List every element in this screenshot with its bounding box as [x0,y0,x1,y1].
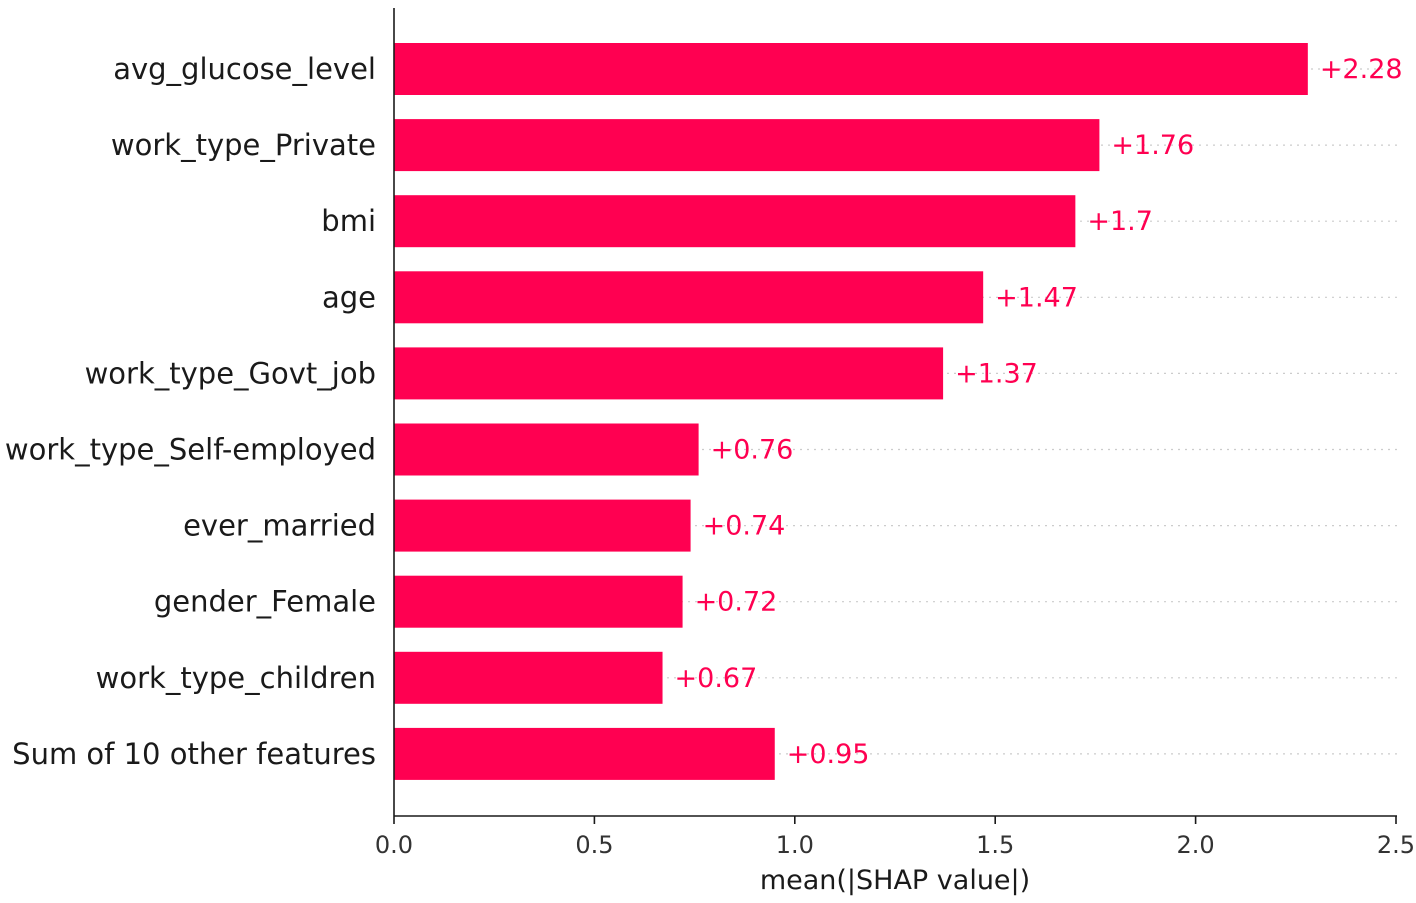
feature-label: work_type_Private [111,128,376,162]
value-label: +0.72 [695,587,778,618]
value-label: +0.76 [711,435,794,466]
feature-label: Sum of 10 other features [12,737,376,771]
feature-label: age [322,280,376,314]
feature-label: work_type_Govt_job [85,356,376,390]
bar [394,271,984,324]
feature-label: work_type_children [96,661,376,695]
feature-label: avg_glucose_level [113,52,376,86]
bars-layer [394,43,1308,780]
bar [394,423,699,476]
x-tick-label: 2.0 [1177,831,1215,859]
bar [394,119,1100,172]
x-axis: 0.0 0.5 1.0 1.5 2.0 2.5 [375,8,1415,859]
value-label: +1.7 [1087,206,1153,237]
bar [394,195,1076,248]
grid-layer [394,68,1398,755]
x-tick-label: 0.0 [375,831,413,859]
feature-label: bmi [321,204,376,238]
x-tick-label: 1.5 [976,831,1014,859]
bar [394,43,1308,95]
value-label: +0.74 [703,511,786,542]
x-tick-label: 0.5 [575,831,613,859]
value-label: +1.47 [995,282,1078,313]
labels-layer: avg_glucose_level +2.28 work_type_Private +… [5,52,1403,771]
bar [394,499,691,552]
x-tick-label: 2.5 [1377,831,1415,859]
feature-label: gender_Female [154,585,376,619]
x-tick-label: 1.0 [776,831,814,859]
bar [394,575,683,628]
value-label: +1.37 [955,358,1038,389]
value-label: +0.95 [787,739,870,770]
feature-label: ever_married [183,509,376,543]
bar [394,651,663,704]
x-axis-title: mean(|SHAP value|) [760,865,1030,896]
value-label: +2.28 [1320,54,1403,85]
bar [394,727,775,780]
value-label: +0.67 [675,663,758,694]
value-label: +1.76 [1111,130,1194,161]
feature-label: work_type_Self-employed [5,433,376,467]
bar [394,347,944,400]
